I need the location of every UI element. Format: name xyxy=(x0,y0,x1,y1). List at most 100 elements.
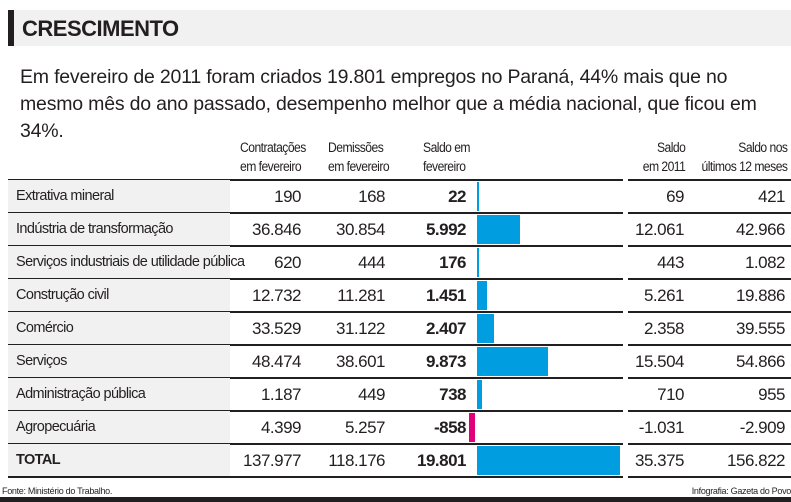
saldo-bar xyxy=(468,413,475,442)
cell-saldo-2011: 12.061 xyxy=(635,220,685,239)
row-divider xyxy=(628,476,791,478)
saldo-bar xyxy=(477,380,483,409)
row-divider xyxy=(8,278,623,280)
saldo-bar xyxy=(477,248,479,277)
row-divider xyxy=(8,245,623,247)
saldo-bar xyxy=(477,446,620,475)
cell-demissoes: 11.281 xyxy=(337,286,385,305)
row-divider xyxy=(628,179,791,181)
row-divider xyxy=(628,245,791,247)
cell-demissoes: 30.854 xyxy=(336,220,386,239)
table-row: Comércio 33.529 31.122 2.407 2.358 39.555 xyxy=(8,311,791,345)
cell-demissoes: 38.601 xyxy=(336,352,386,371)
title: CRESCIMENTO xyxy=(22,16,179,41)
table-row: Administração pública 1.187 449 738 710 955 xyxy=(8,377,791,411)
header-contratacoes: Contratações em fevereiro xyxy=(240,138,306,176)
cell-saldo: 2.407 xyxy=(425,319,467,338)
cell-contratacoes: 12.732 xyxy=(252,286,302,305)
header-saldo: Saldo em fevereiro xyxy=(423,138,471,176)
header-line: em fevereiro xyxy=(328,159,390,174)
cell-saldo-12-meses: 421 xyxy=(758,187,785,206)
saldo-bar xyxy=(477,182,479,211)
row-label: TOTAL xyxy=(8,444,230,476)
header-line: Saldo em xyxy=(423,140,471,155)
row-label: Administração pública xyxy=(8,378,230,410)
row-divider xyxy=(8,410,623,412)
table-row: Serviços industriais de utilidade públic… xyxy=(8,245,791,279)
cell-demissoes: 5.257 xyxy=(344,418,386,437)
table-row: TOTAL 137.977 118.176 19.801 35.375 156.822 xyxy=(8,443,791,478)
cell-saldo: 9.873 xyxy=(425,352,467,371)
row-label: Indústria de transformação xyxy=(8,213,230,245)
saldo-bar xyxy=(477,281,488,310)
cell-demissoes: 444 xyxy=(358,253,385,272)
cell-contratacoes: 48.474 xyxy=(252,352,302,371)
cell-contratacoes: 33.529 xyxy=(252,319,302,338)
cell-saldo-2011: 35.375 xyxy=(635,451,685,470)
row-divider xyxy=(628,212,791,214)
bottom-rule xyxy=(0,497,791,502)
row-divider xyxy=(628,278,791,280)
row-label: Agropecuária xyxy=(8,411,230,443)
cell-demissoes: 31.122 xyxy=(336,319,386,338)
header-line: Saldo nos xyxy=(737,140,788,155)
cell-saldo: 1.451 xyxy=(425,286,467,305)
cell-saldo-12-meses: 156.822 xyxy=(727,451,785,470)
cell-saldo: 176 xyxy=(439,253,466,272)
header-line: em 2011 xyxy=(642,159,685,174)
row-label: Extrativa mineral xyxy=(8,180,230,212)
row-divider xyxy=(8,476,623,478)
cell-demissoes: 118.176 xyxy=(328,451,385,470)
cell-saldo: 738 xyxy=(439,385,466,404)
header-line: Demissões xyxy=(328,140,384,155)
header-demissoes: Demissões em fevereiro xyxy=(328,138,390,176)
row-divider xyxy=(628,410,791,412)
cell-saldo-2011: 5.261 xyxy=(643,286,685,305)
cell-contratacoes: 36.846 xyxy=(252,220,302,239)
cell-contratacoes: 137.977 xyxy=(243,451,301,470)
table-row: Serviços 48.474 38.601 9.873 15.504 54.866 xyxy=(8,344,791,378)
row-divider xyxy=(8,311,623,313)
cell-demissoes: 449 xyxy=(358,385,385,404)
header-line: Contratações xyxy=(240,140,306,155)
row-label: Serviços industriais de utilidade públic… xyxy=(8,246,245,278)
header-line: últimos 12 meses xyxy=(701,159,787,174)
cell-saldo-2011: 2.358 xyxy=(643,319,685,338)
cell-saldo-12-meses: 19.886 xyxy=(736,286,786,305)
table-row: Agropecuária 4.399 5.257 -858 -1.031 -2.909 xyxy=(8,410,791,444)
header-line: fevereiro xyxy=(423,159,466,174)
cell-saldo-2011: 69 xyxy=(666,187,684,206)
cell-saldo-12-meses: 39.555 xyxy=(736,319,786,338)
table-row: Construção civil 12.732 11.281 1.451 5.261 19… xyxy=(8,278,791,312)
header-line: em fevereiro xyxy=(240,159,302,174)
credit-note: Infografia: Gazeta do Povo xyxy=(691,486,791,496)
table-row: Indústria de transformação 36.846 30.854 5.… xyxy=(8,212,791,246)
cell-saldo-12-meses: 42.966 xyxy=(736,220,786,239)
cell-saldo-12-meses: 955 xyxy=(758,385,785,404)
cell-saldo-2011: -1.031 xyxy=(638,418,685,437)
row-divider xyxy=(628,344,791,346)
row-divider xyxy=(8,179,623,181)
row-divider xyxy=(8,377,623,379)
row-divider xyxy=(8,344,623,346)
header-saldo-2011: Saldo em 2011 xyxy=(642,138,685,176)
cell-saldo-12-meses: 1.082 xyxy=(744,253,786,272)
row-divider xyxy=(8,212,623,214)
cell-saldo-2011: 710 xyxy=(657,385,684,404)
row-divider xyxy=(628,311,791,313)
saldo-bar xyxy=(477,314,495,343)
cell-saldo: -858 xyxy=(433,418,467,437)
header-saldo-12-meses: Saldo nos últimos 12 meses xyxy=(701,138,787,176)
cell-contratacoes: 1.187 xyxy=(260,385,302,404)
saldo-bar xyxy=(477,215,521,244)
cell-demissoes: 168 xyxy=(358,187,385,206)
cell-contratacoes: 190 xyxy=(274,187,301,206)
cell-contratacoes: 4.399 xyxy=(260,418,302,437)
title-bar: CRESCIMENTO xyxy=(8,10,791,46)
cell-saldo-12-meses: 54.866 xyxy=(736,352,786,371)
row-divider xyxy=(628,443,791,445)
cell-saldo: 5.992 xyxy=(425,220,467,239)
cell-contratacoes: 620 xyxy=(274,253,301,272)
row-label: Serviços xyxy=(8,345,230,377)
source-note: Fonte: Ministério do Trabalho. xyxy=(2,486,113,496)
